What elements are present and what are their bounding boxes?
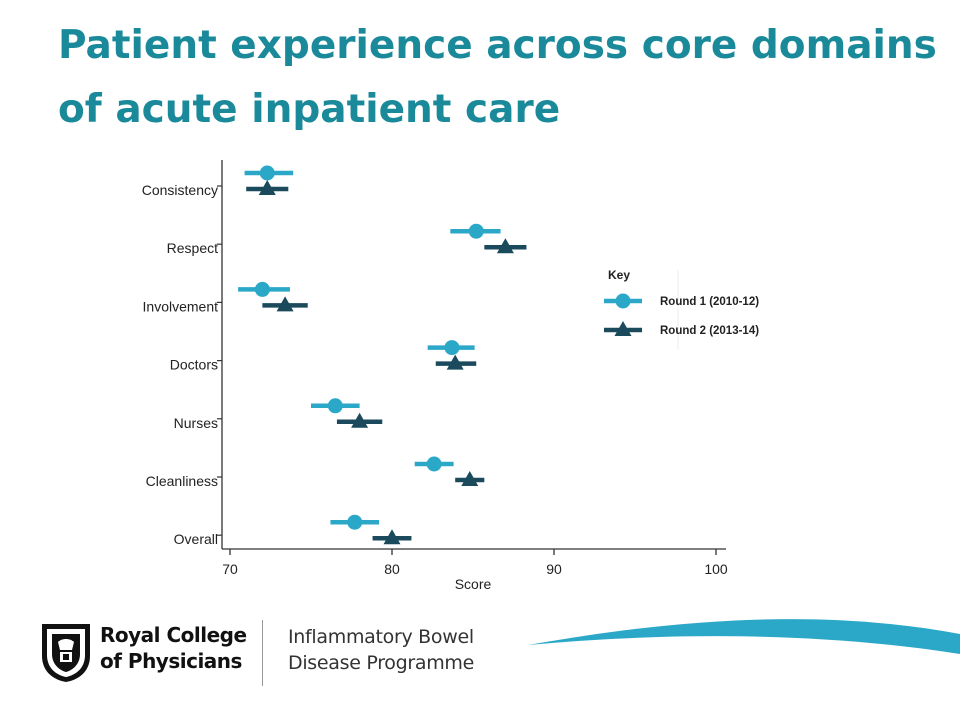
point-round-1-respect xyxy=(468,223,484,239)
legend-label-round-2: Round 2 (2013-14) xyxy=(660,325,759,337)
point-round-2-involvement xyxy=(276,296,294,312)
y-tick-label-doctors: Doctors xyxy=(170,357,218,373)
x-tick-label-80: 80 xyxy=(384,561,400,577)
point-round-2-overall xyxy=(383,529,401,545)
x-tick-label-90: 90 xyxy=(546,561,562,577)
point-round-1-overall xyxy=(347,514,363,530)
y-tick-label-consistency: Consistency xyxy=(142,182,218,198)
legend-title: Key xyxy=(608,268,630,282)
y-tick-label-involvement: Involvement xyxy=(143,298,219,314)
slide-title: Patient experience across core domains o… xyxy=(58,23,937,132)
point-round-1-cleanliness xyxy=(426,456,442,472)
org-line-2: of Physicians xyxy=(100,649,242,673)
programme-line-2: Disease Programme xyxy=(288,652,475,674)
rcp-crest-logo xyxy=(42,624,90,682)
org-name: Royal College of Physicians xyxy=(100,622,247,674)
point-round-1-doctors xyxy=(444,340,460,356)
x-tick-label-100: 100 xyxy=(704,561,728,577)
y-tick-label-respect: Respect xyxy=(167,240,218,256)
point-round-2-consistency xyxy=(258,180,276,195)
org-line-1: Royal College xyxy=(100,623,247,647)
point-round-2-nurses xyxy=(351,412,369,428)
legend-label-round-1: Round 1 (2010-12) xyxy=(660,296,759,308)
x-tick-label-70: 70 xyxy=(222,561,238,577)
point-round-1-consistency xyxy=(259,165,275,181)
point-round-2-respect xyxy=(496,238,514,254)
x-axis-title: Score xyxy=(455,576,492,592)
y-tick-label-overall: Overall xyxy=(174,531,218,547)
footer-divider xyxy=(262,620,263,686)
point-round-1-involvement xyxy=(254,281,270,297)
y-tick-label-nurses: Nurses xyxy=(174,415,218,431)
y-tick-label-cleanliness: Cleanliness xyxy=(146,473,218,489)
programme-name: Inflammatory Bowel Disease Programme xyxy=(288,624,474,676)
programme-line-1: Inflammatory Bowel xyxy=(288,626,474,648)
point-round-1-nurses xyxy=(327,398,343,414)
point-round-2-cleanliness xyxy=(461,471,479,486)
point-round-2-doctors xyxy=(446,354,464,370)
forest-plot: 70 80 90 100 Score Consistency Respect Involvem… xyxy=(142,160,759,592)
legend-marker-round-1 xyxy=(615,293,631,309)
legend-marker-round-2 xyxy=(614,321,632,336)
